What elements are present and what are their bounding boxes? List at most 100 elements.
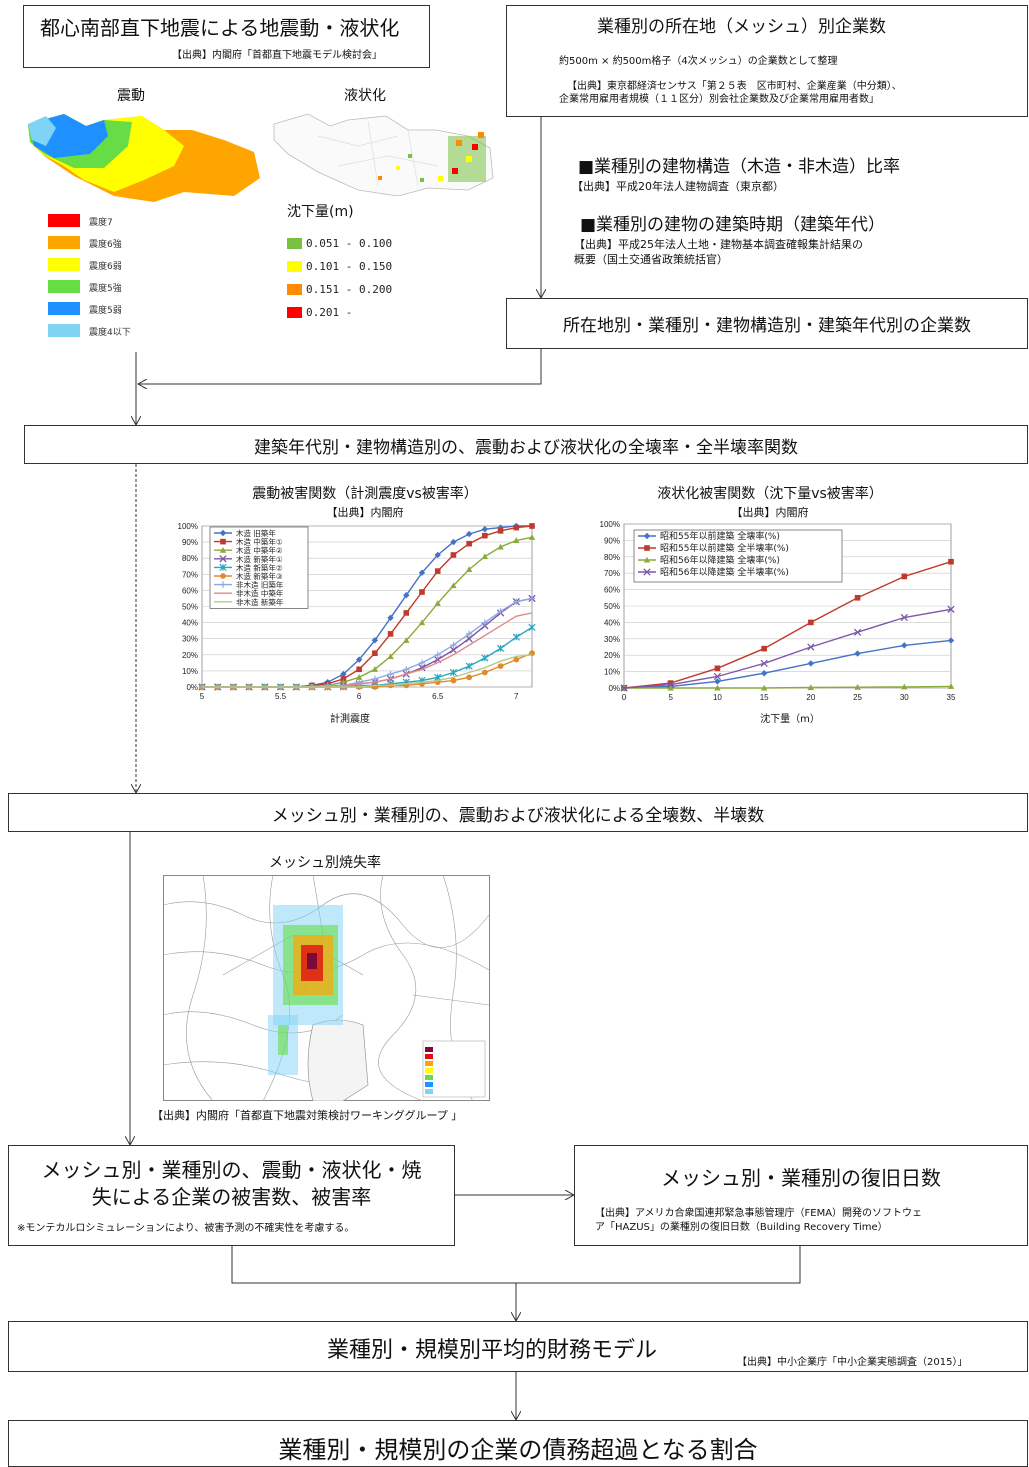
y-tick-label: 40% [182, 619, 198, 628]
fema-source-1: 【出典】アメリカ合衆国連邦緊急事態管理庁（FEMA）開発のソフトウェ [595, 1208, 923, 1219]
shaking-legend-swatch [48, 324, 80, 337]
y-tick-label: 70% [182, 570, 198, 579]
data-point [620, 684, 628, 692]
burn-rate-map [163, 875, 490, 1101]
liquefaction-chart-source: 【出典】内閣府 [731, 506, 809, 519]
financial-model-title: 業種別・規模別平均的財務モデル [327, 1338, 658, 1363]
shaking-legend-swatch [48, 236, 80, 249]
data-point [714, 684, 721, 691]
data-point [808, 619, 814, 626]
mesh-note: 約500m × 約500m格子（4次メッシュ）の企業数として整理 [559, 56, 838, 67]
x-tick-label: 7 [514, 692, 519, 701]
data-point [760, 684, 768, 691]
data-point [947, 683, 955, 689]
enterprise-damage-title-1: メッシュ別・業種別の、震動・液状化・焼 [41, 1158, 422, 1182]
y-tick-label: 20% [604, 651, 620, 660]
insolvency-ratio-box: 業種別・規模別の企業の債務超過となる割合 [8, 1420, 1028, 1467]
y-tick-label: 80% [182, 554, 198, 563]
data-point [419, 589, 425, 595]
data-point [465, 630, 473, 638]
data-point [496, 644, 505, 652]
y-tick-label: 50% [182, 603, 198, 612]
data-point [466, 674, 473, 681]
liquefaction-legend-swatch [287, 307, 302, 318]
shaking-legend-swatch [48, 302, 80, 315]
structure-ratio-source: 【出典】平成20年法人建物調査（東京都） [572, 180, 784, 193]
series-line [623, 639, 952, 689]
data-point [853, 628, 862, 636]
data-point [497, 663, 504, 669]
liquefaction-damage-chart: 0% 10% 20% 30% 40% 50% 60% 70% 80% 90% 100% 0 5 10 15 2… [600, 520, 956, 702]
data-point [449, 646, 458, 654]
y-tick-label: 90% [604, 536, 620, 545]
data-point [667, 684, 674, 691]
liquefaction-legend-swatch [287, 261, 302, 272]
data-point [481, 669, 488, 676]
legend-label: 非木造 旧築年 [236, 580, 284, 590]
data-point [219, 529, 227, 537]
census-source-line1: 【出典】東京都経済センサス「第２５表 区市町村、企業産業（中分類）、 [567, 81, 902, 92]
y-tick-label: 10% [182, 667, 198, 676]
legend-label: 昭和55年以前建築 全半壊率(%) [660, 542, 789, 554]
seismic-source-citation: 【出典】内閣府「首都直下地震モデル検討会」 [172, 50, 382, 61]
data-point [450, 582, 457, 589]
y-tick-label: 70% [604, 569, 620, 578]
legend-label: 木造 中築年① [236, 537, 283, 547]
x-tick-label: 25 [853, 693, 862, 702]
liquefaction-chart-xlabel: 沈下量（m） [760, 714, 820, 725]
data-point [497, 608, 504, 615]
series-line [623, 608, 952, 689]
data-point [643, 532, 651, 540]
shaking-legend-swatch [48, 214, 80, 227]
data-point [854, 650, 861, 657]
shaking-legend-label: 震度5弱 [89, 306, 122, 316]
data-point [528, 623, 536, 632]
data-point [528, 534, 536, 540]
y-tick-label: 30% [182, 635, 198, 644]
y-tick-label: 0% [186, 683, 198, 692]
data-point [450, 641, 457, 649]
liquefaction-map [273, 113, 494, 196]
data-point [465, 635, 473, 643]
data-point [901, 573, 908, 580]
data-point [512, 633, 520, 641]
x-tick-label: 5 [200, 692, 205, 701]
shaking-chart-xlabel: 計測震度 [330, 714, 370, 725]
y-tick-label: 30% [604, 635, 620, 644]
x-tick-label: 35 [947, 693, 956, 702]
data-point [481, 619, 489, 626]
damage-function-title: 建築年代別・建物構造別の、震動および液状化の全壊率・全半壊率関数 [254, 438, 798, 458]
destruction-count-box: メッシュ別・業種別の、震動および液状化による全壊数、半壊数 [8, 793, 1028, 832]
seismic-source-title: 都心南部直下地震による地震動・液状化 [40, 16, 400, 40]
liquefaction-map-label: 液状化 [344, 88, 386, 104]
data-point [372, 650, 378, 656]
shaking-legend-swatch [48, 258, 80, 271]
data-point [219, 563, 227, 572]
legend-label: 木造 旧築年 [236, 528, 276, 538]
shaking-chart-source: 【出典】内閣府 [326, 506, 404, 519]
y-tick-label: 100% [178, 522, 198, 531]
data-point [434, 568, 441, 574]
data-point [465, 566, 473, 573]
data-point [947, 605, 955, 613]
liquefaction-legend-title: 沈下量(m) [287, 204, 354, 220]
data-point [356, 666, 362, 673]
data-point [713, 672, 722, 681]
data-point [220, 538, 226, 545]
data-point [948, 558, 954, 565]
construction-era-source-2: 概要（国土交通省政策統括官） [574, 253, 728, 266]
data-point [450, 552, 457, 558]
data-point [529, 523, 535, 529]
data-point [714, 665, 721, 672]
sme-survey-source: 【出典】中小企業庁「中小企業実態調査（2015）」 [737, 1357, 968, 1368]
data-point [497, 528, 504, 534]
data-point [528, 595, 536, 602]
shaking-damage-chart: 0% 10% 20% 30% 40% 50% 60% 70% 80% 90% 100% 5 5.5 6 6.… [178, 522, 536, 701]
data-point [219, 581, 227, 588]
y-tick-label: 10% [604, 668, 620, 677]
financial-model-box: 業種別・規模別平均的財務モデル 【出典】中小企業庁「中小企業実態調査（2015）… [8, 1321, 1028, 1372]
structure-ratio-title: ■業種別の建物構造（木造・非木造）比率 [578, 157, 901, 177]
company-count-box: 業種別の所在地（メッシュ）別企業数 約500m × 約500m格子（4次メッシュ… [506, 5, 1028, 117]
shaking-legend-label: 震度7 [89, 218, 113, 228]
